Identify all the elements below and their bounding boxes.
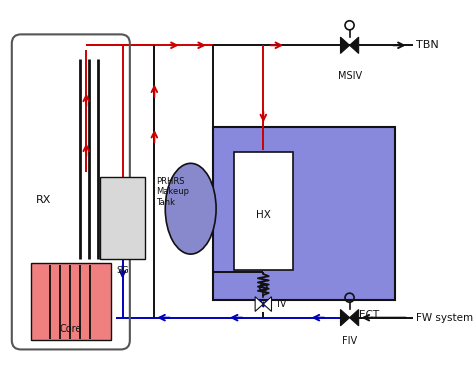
Text: MSIV: MSIV (337, 71, 362, 81)
Polygon shape (340, 310, 349, 326)
Bar (234, 152, 293, 270)
Polygon shape (264, 297, 272, 311)
Text: RX: RX (36, 195, 51, 205)
Polygon shape (349, 37, 359, 53)
Polygon shape (349, 310, 359, 326)
Text: FW system: FW system (416, 313, 473, 323)
Text: Core: Core (60, 325, 82, 334)
Text: IV: IV (277, 299, 286, 309)
Bar (100, 177, 145, 259)
Bar (31, 263, 111, 340)
Text: FIV: FIV (342, 336, 357, 346)
Text: SG: SG (116, 266, 129, 275)
Text: ECT: ECT (358, 310, 379, 320)
Text: HX: HX (256, 210, 271, 220)
Text: TBN: TBN (416, 40, 438, 50)
Polygon shape (340, 37, 349, 53)
Ellipse shape (165, 163, 216, 254)
Polygon shape (255, 297, 264, 311)
Text: PRHRS
Makeup
Tank: PRHRS Makeup Tank (156, 177, 189, 207)
Bar (213, 127, 395, 299)
